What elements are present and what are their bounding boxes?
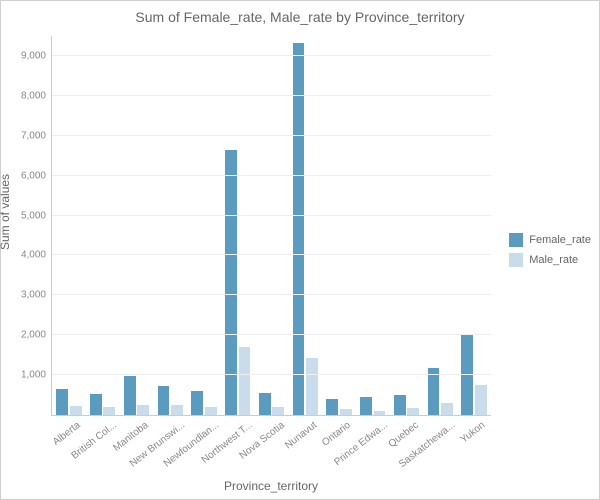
- bar-group: Yukon: [457, 36, 491, 415]
- grid-line: [52, 215, 491, 216]
- y-tick-label: 6,000: [21, 170, 52, 181]
- y-tick-label: 9,000: [21, 50, 52, 61]
- plot-area: AlbertaBritish Col...ManitobaNew Brunswi…: [51, 36, 491, 416]
- legend-label: Male_rate: [529, 254, 578, 266]
- legend-item: Female_rate: [509, 233, 591, 247]
- bar: [306, 358, 318, 415]
- legend: Female_rate Male_rate: [509, 227, 591, 273]
- bar: [225, 150, 237, 415]
- bar: [272, 407, 284, 415]
- bar: [103, 407, 115, 415]
- grid-line: [52, 254, 491, 255]
- bar-group: Quebec: [390, 36, 424, 415]
- grid-line: [52, 95, 491, 96]
- bar: [124, 376, 136, 415]
- bar-group: Prince Edwa...: [356, 36, 390, 415]
- bar-group: New Brunswi...: [153, 36, 187, 415]
- y-tick-label: 4,000: [21, 250, 52, 261]
- bar-group: Saskatchewa...: [423, 36, 457, 415]
- bar: [239, 347, 251, 415]
- bar: [70, 406, 82, 415]
- bar: [137, 405, 149, 415]
- y-tick-label: 3,000: [21, 290, 52, 301]
- grid-line: [52, 374, 491, 375]
- bar: [90, 394, 102, 415]
- bar: [158, 386, 170, 415]
- bar: [56, 389, 68, 415]
- bar: [441, 403, 453, 415]
- y-tick-label: 1,000: [21, 370, 52, 381]
- chart-container: Sum of Female_rate, Male_rate by Provinc…: [0, 0, 600, 500]
- bar-group: Nova Scotia: [255, 36, 289, 415]
- x-tick-label: Yukon: [455, 415, 487, 446]
- bar-group: British Col...: [86, 36, 120, 415]
- y-tick-label: 7,000: [21, 130, 52, 141]
- grid-line: [52, 135, 491, 136]
- bar: [394, 395, 406, 415]
- chart-title: Sum of Female_rate, Male_rate by Provinc…: [1, 1, 599, 25]
- bar-group: Alberta: [52, 36, 86, 415]
- bar: [191, 391, 203, 415]
- bar: [475, 385, 487, 415]
- bar: [259, 393, 271, 415]
- bar-group: Ontario: [322, 36, 356, 415]
- legend-swatch: [509, 233, 523, 247]
- y-tick-label: 8,000: [21, 90, 52, 101]
- bar-group: Northwest T...: [221, 36, 255, 415]
- bar: [293, 43, 305, 415]
- y-tick-label: 5,000: [21, 210, 52, 221]
- y-tick-label: 2,000: [21, 330, 52, 341]
- bar: [407, 408, 419, 415]
- bar: [171, 405, 183, 415]
- bar-group: Nunavut: [288, 36, 322, 415]
- x-tick-label: Nunavut: [280, 415, 320, 451]
- legend-item: Male_rate: [509, 253, 591, 267]
- bar-group: Manitoba: [120, 36, 154, 415]
- bar: [326, 399, 338, 415]
- x-axis-label: Province_territory: [51, 479, 491, 493]
- bars-layer: AlbertaBritish Col...ManitobaNew Brunswi…: [52, 36, 491, 415]
- bar: [205, 407, 217, 415]
- grid-line: [52, 334, 491, 335]
- y-axis-label: Sum of values: [0, 174, 12, 250]
- legend-label: Female_rate: [529, 234, 591, 246]
- grid-line: [52, 294, 491, 295]
- bar: [360, 397, 372, 415]
- legend-swatch: [509, 253, 523, 267]
- bar-group: Newfoundlan...: [187, 36, 221, 415]
- grid-line: [52, 55, 491, 56]
- grid-line: [52, 175, 491, 176]
